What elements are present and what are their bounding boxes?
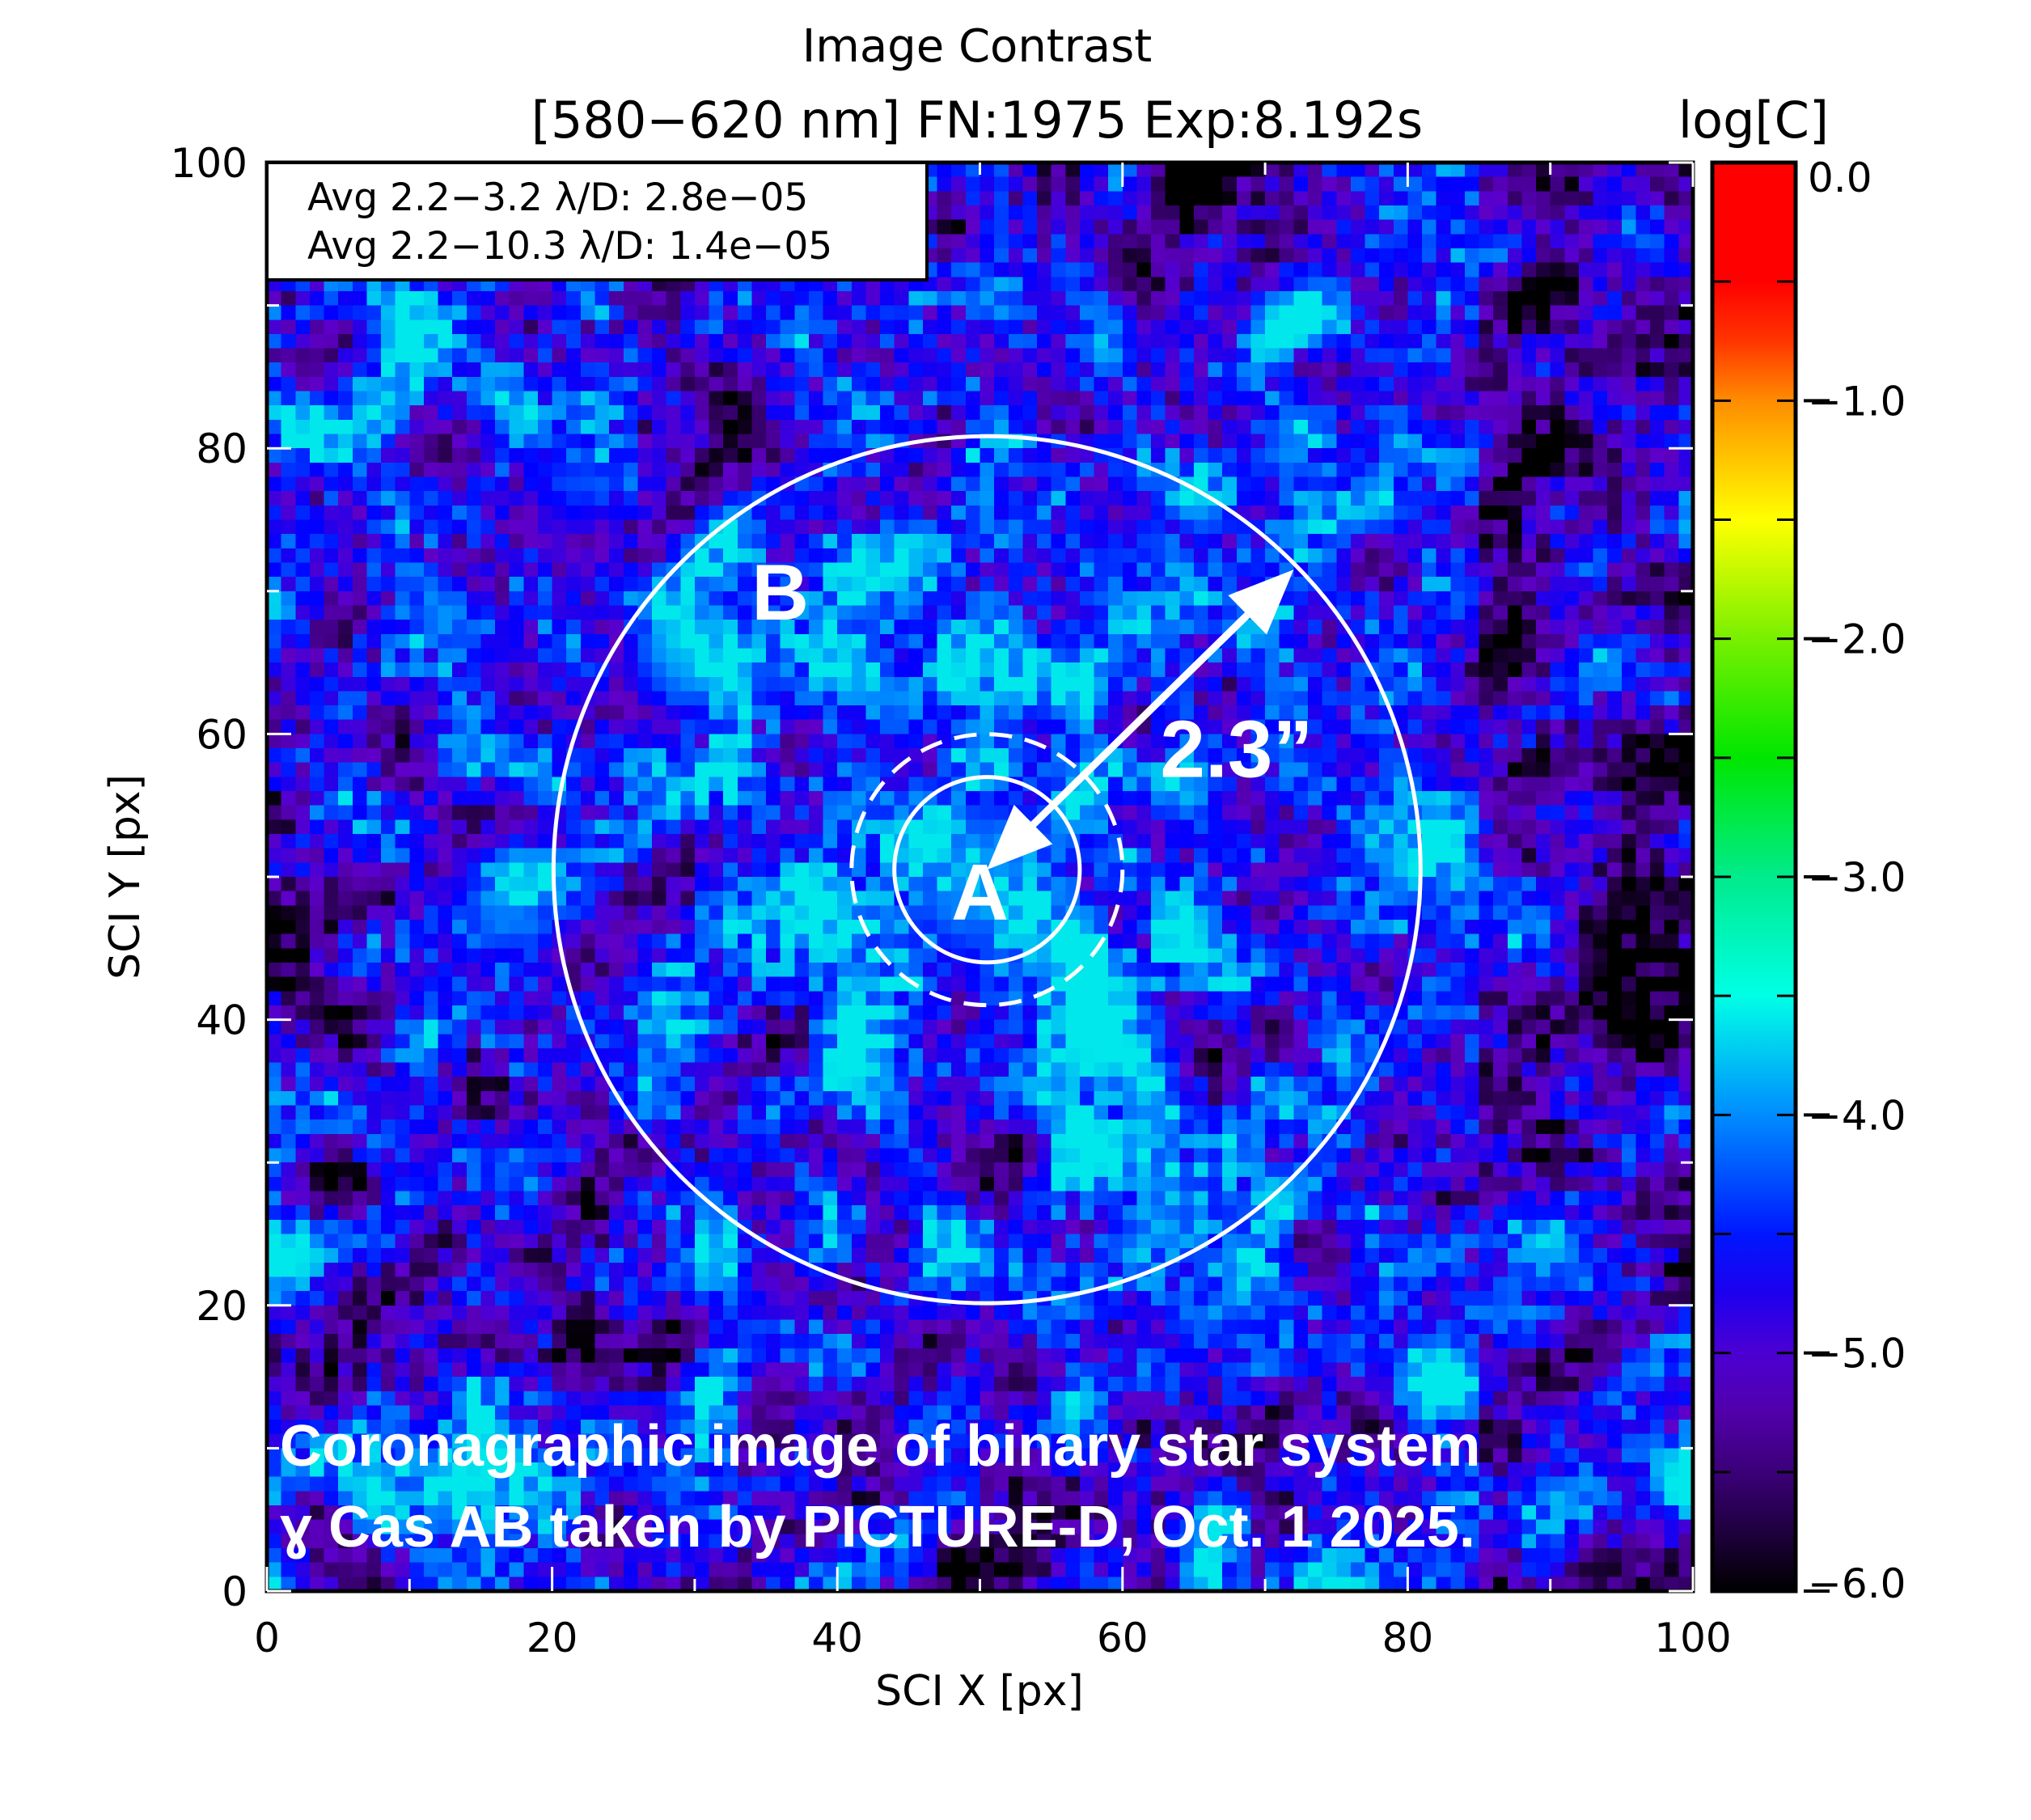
x-tick-label: 80	[1382, 1615, 1434, 1661]
star-a-label: A	[951, 848, 1009, 937]
caption-line-2: ɣ Cas AB taken by PICTURE-D, Oct. 1 2025…	[280, 1495, 1475, 1560]
separation-arrow-shaft	[1030, 612, 1250, 827]
x-tick-label: 20	[527, 1615, 578, 1661]
colorbar-tick-label: −2.0	[1808, 616, 1906, 663]
chart-subtitle: [580−620 nm] FN:1975 Exp:8.192s	[531, 91, 1423, 150]
y-tick-label: 60	[196, 711, 248, 758]
x-tick-label: 100	[1654, 1615, 1731, 1661]
separation-label: 2.3”	[1160, 704, 1313, 794]
x-axis-label: SCI X [px]	[875, 1667, 1084, 1716]
x-tick-label: 40	[811, 1615, 863, 1661]
colorbar-tick-label: −1.0	[1808, 378, 1906, 425]
y-axis-label: SCI Y [px]	[101, 774, 150, 980]
arrow-head-icon	[1228, 569, 1294, 635]
x-tick-label: 0	[254, 1615, 280, 1661]
solid-circle	[892, 775, 1082, 965]
x-tick-label: 60	[1097, 1615, 1149, 1661]
dashed-circle	[849, 732, 1125, 1008]
solid-circle	[551, 434, 1423, 1306]
star-b-label: B	[751, 548, 809, 637]
colorbar-tick-label: −4.0	[1808, 1092, 1906, 1139]
colorbar-label: log[C]	[1678, 91, 1829, 150]
y-tick-label: 40	[196, 997, 248, 1044]
colorbar-tick-label: −3.0	[1808, 854, 1906, 901]
colorbar-tick-label: −5.0	[1808, 1331, 1906, 1378]
y-tick-label: 0	[222, 1568, 248, 1615]
y-tick-label: 20	[196, 1283, 248, 1330]
arrow-head-icon	[987, 804, 1053, 870]
legend-box: Avg 2.2−3.2 λ/D: 2.8e−05 Avg 2.2−10.3 λ/…	[265, 161, 929, 281]
chart-title: Image Contrast	[802, 20, 1152, 73]
y-tick-label: 100	[171, 140, 248, 187]
y-tick-label: 80	[196, 425, 248, 472]
colorbar-tick-label: 0.0	[1808, 154, 1872, 201]
legend-line-2: Avg 2.2−10.3 λ/D: 1.4e−05	[307, 224, 832, 269]
caption-line-1: Coronagraphic image of binary star syste…	[280, 1414, 1480, 1479]
legend-line-1: Avg 2.2−3.2 λ/D: 2.8e−05	[307, 176, 808, 220]
colorbar-tick-label: −6.0	[1808, 1560, 1906, 1607]
contrast-heatmap-image	[267, 163, 1693, 1591]
